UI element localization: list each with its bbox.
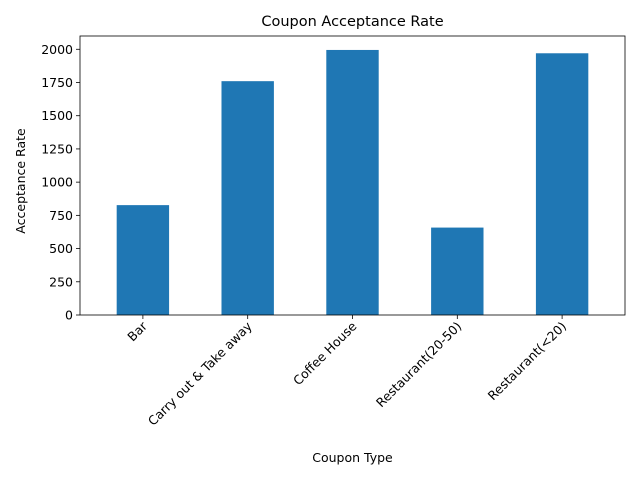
y-tick-label: 0 bbox=[65, 308, 73, 323]
y-tick-label: 1250 bbox=[41, 141, 73, 156]
bar bbox=[116, 205, 170, 315]
y-tick-label: 250 bbox=[49, 274, 73, 289]
y-tick-label: 2000 bbox=[41, 42, 73, 57]
x-axis-title: Coupon Type bbox=[312, 450, 393, 465]
bars-group bbox=[116, 49, 589, 316]
bar bbox=[221, 81, 274, 316]
y-tick-label: 1000 bbox=[41, 175, 73, 190]
x-tick-label: Restaurant(<20) bbox=[485, 319, 570, 404]
bar bbox=[326, 49, 379, 315]
bar bbox=[431, 227, 484, 315]
x-tick-label: Restaurant(20-50) bbox=[373, 319, 465, 411]
x-tick-label: Coffee House bbox=[290, 318, 360, 388]
y-tick-label: 1750 bbox=[41, 75, 73, 90]
bar bbox=[535, 53, 589, 316]
y-axis-title: Acceptance Rate bbox=[13, 128, 28, 234]
x-tick-label: Bar bbox=[124, 318, 150, 344]
plot-frame bbox=[79, 35, 626, 316]
y-tick-label: 500 bbox=[49, 241, 73, 256]
x-tick-label: Carry out & Take away bbox=[145, 318, 255, 428]
y-tick-label: 1500 bbox=[41, 108, 73, 123]
y-tick-label: 750 bbox=[49, 208, 73, 223]
y-axis: 0 250 500 750 1000 1250 1500 1750 2000 bbox=[41, 42, 80, 323]
chart-title: Coupon Acceptance Rate bbox=[261, 14, 443, 30]
